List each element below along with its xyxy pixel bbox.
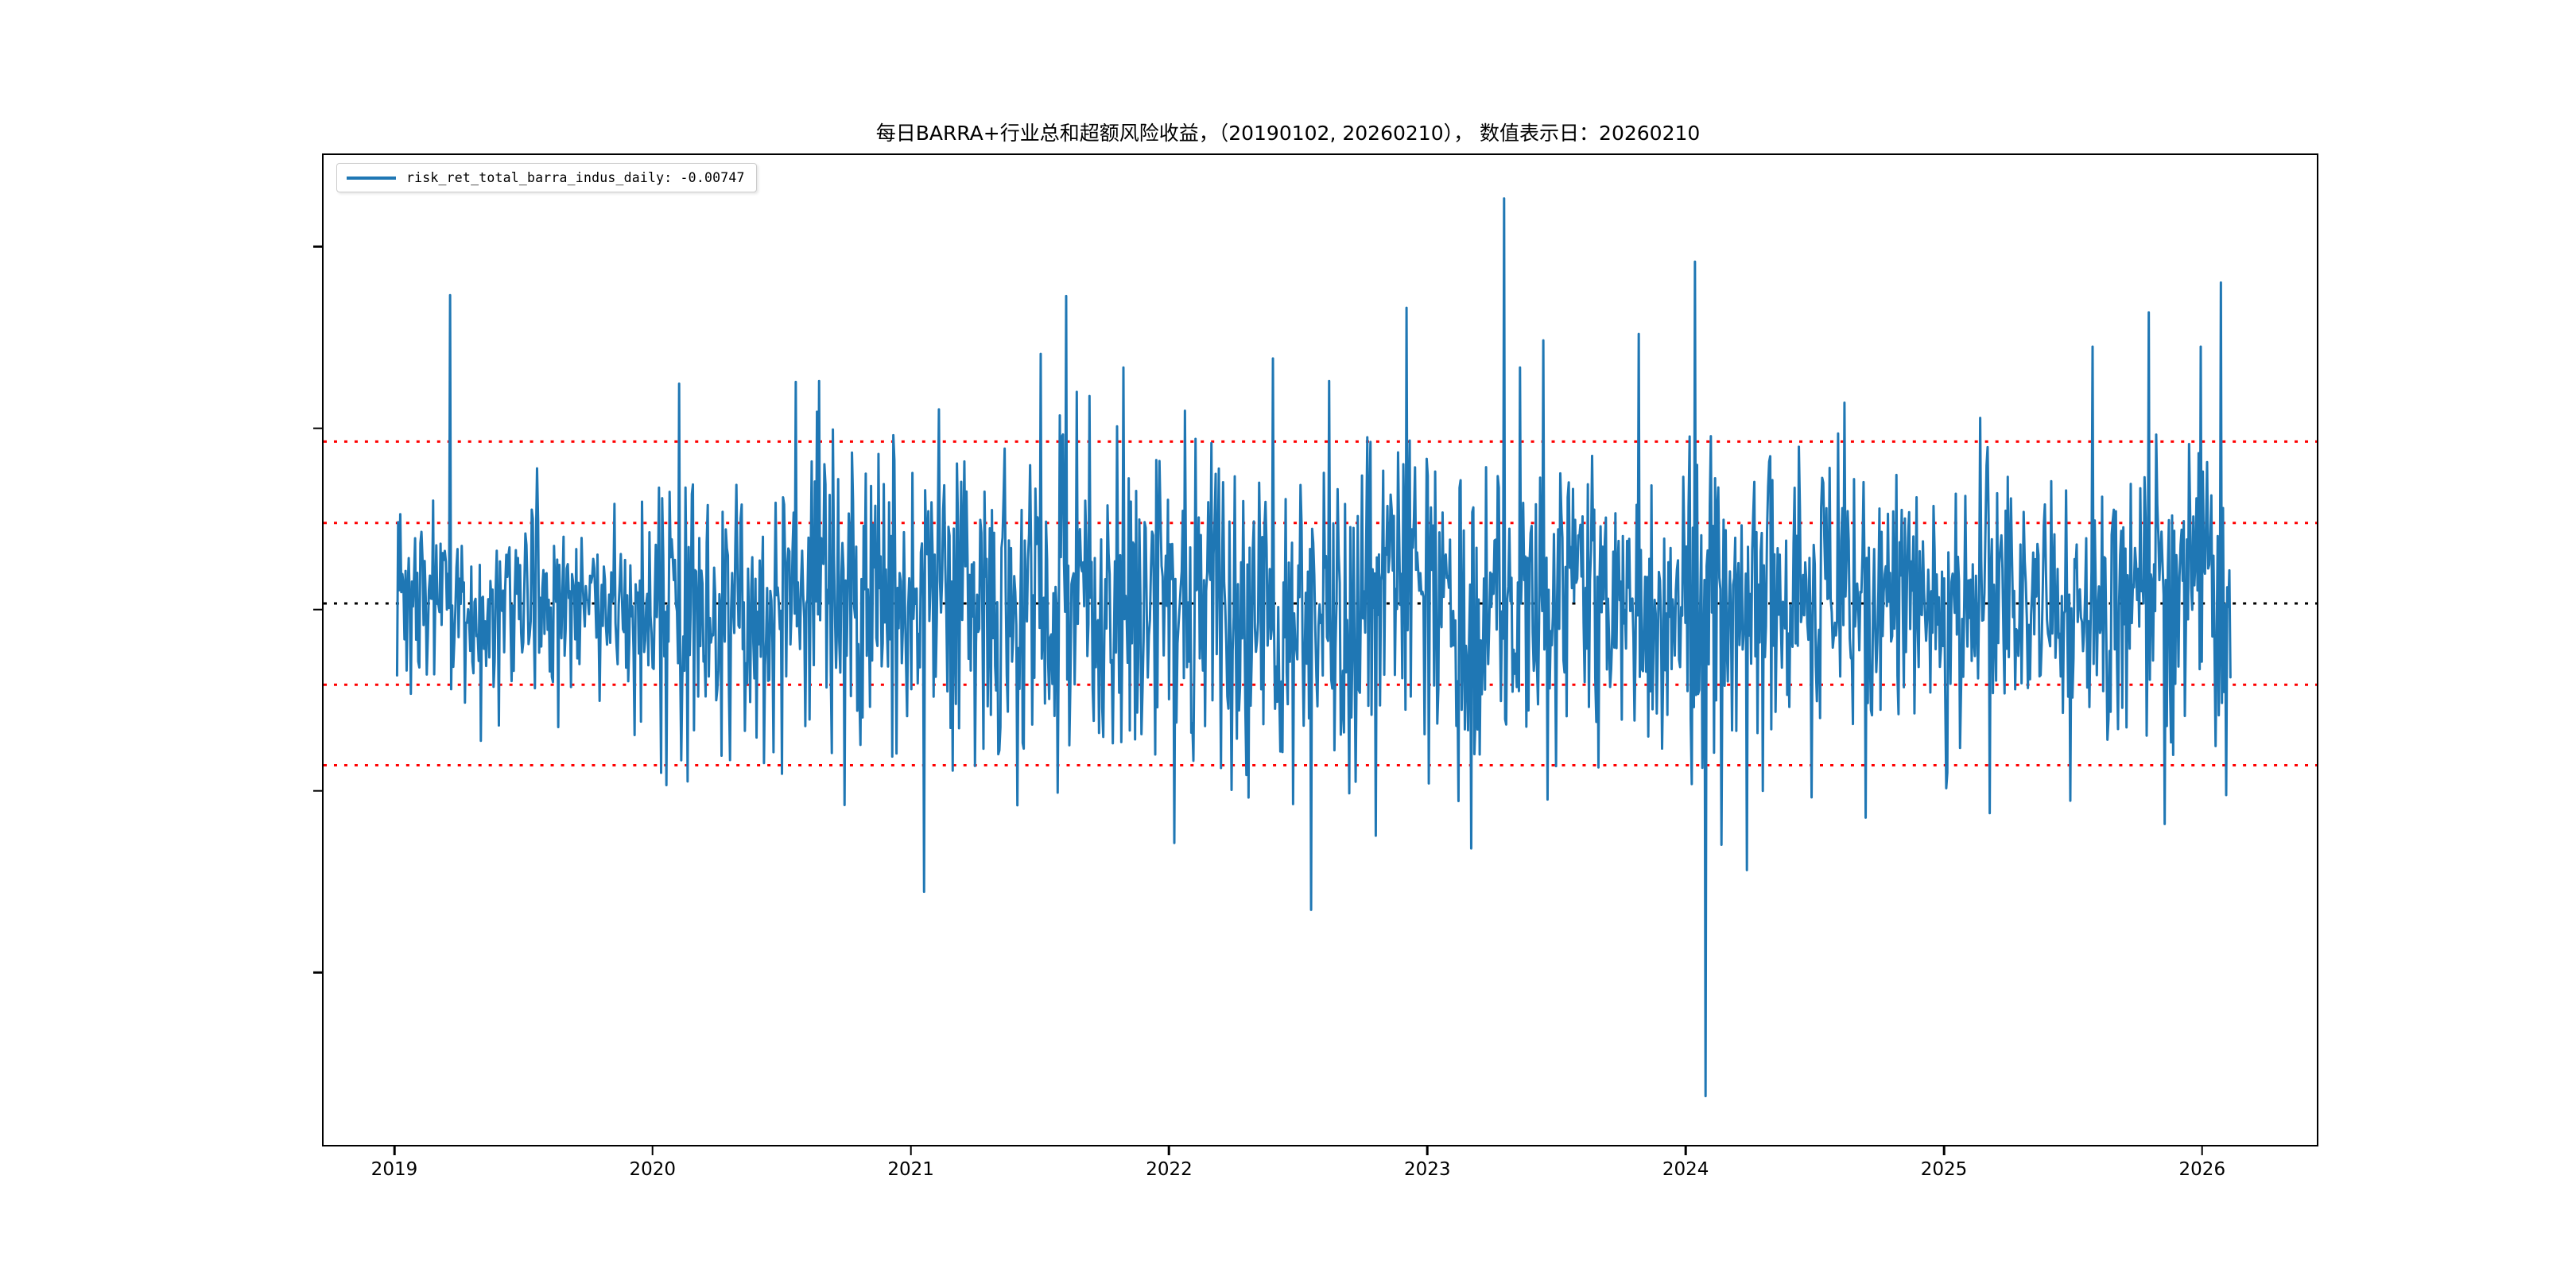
data-series-group	[395, 197, 2232, 1098]
legend-entry-label: risk_ret_total_barra_indus_daily: -0.007…	[406, 170, 745, 185]
y-tick-mark	[313, 608, 322, 611]
plot-svg	[324, 197, 2317, 1098]
legend[interactable]: risk_ret_total_barra_indus_daily: -0.007…	[336, 163, 757, 192]
y-tick-mark	[313, 427, 322, 429]
x-tick-mark	[1684, 1146, 1687, 1155]
x-tick-label: 2023	[1404, 1159, 1451, 1180]
x-tick-mark	[2201, 1146, 2204, 1155]
x-tick-mark	[393, 1146, 396, 1155]
x-tick-mark	[1426, 1146, 1429, 1155]
y-tick-mark	[313, 789, 322, 793]
plot-axes	[322, 153, 2318, 1146]
x-tick-mark	[651, 1146, 654, 1155]
y-tick-mark	[313, 246, 322, 248]
x-tick-label: 2020	[629, 1159, 677, 1180]
legend-line-swatch	[347, 176, 396, 180]
series-line-risk-ret-total-barra-indus-daily	[395, 197, 2232, 1098]
x-tick-mark	[910, 1146, 912, 1155]
x-tick-label: 2026	[2178, 1159, 2226, 1180]
x-tick-label: 2021	[887, 1159, 934, 1180]
x-tick-label: 2019	[370, 1159, 418, 1180]
y-tick-mark	[313, 971, 322, 974]
x-tick-mark	[1942, 1146, 1946, 1155]
x-tick-label: 2024	[1662, 1159, 1709, 1180]
chart-title: 每日BARRA+行业总和超额风险收益，（20190102, 20260210），…	[875, 122, 1701, 145]
x-tick-mark	[1168, 1146, 1170, 1155]
x-tick-label: 2022	[1146, 1159, 1193, 1180]
x-tick-label: 2025	[1920, 1159, 1968, 1180]
